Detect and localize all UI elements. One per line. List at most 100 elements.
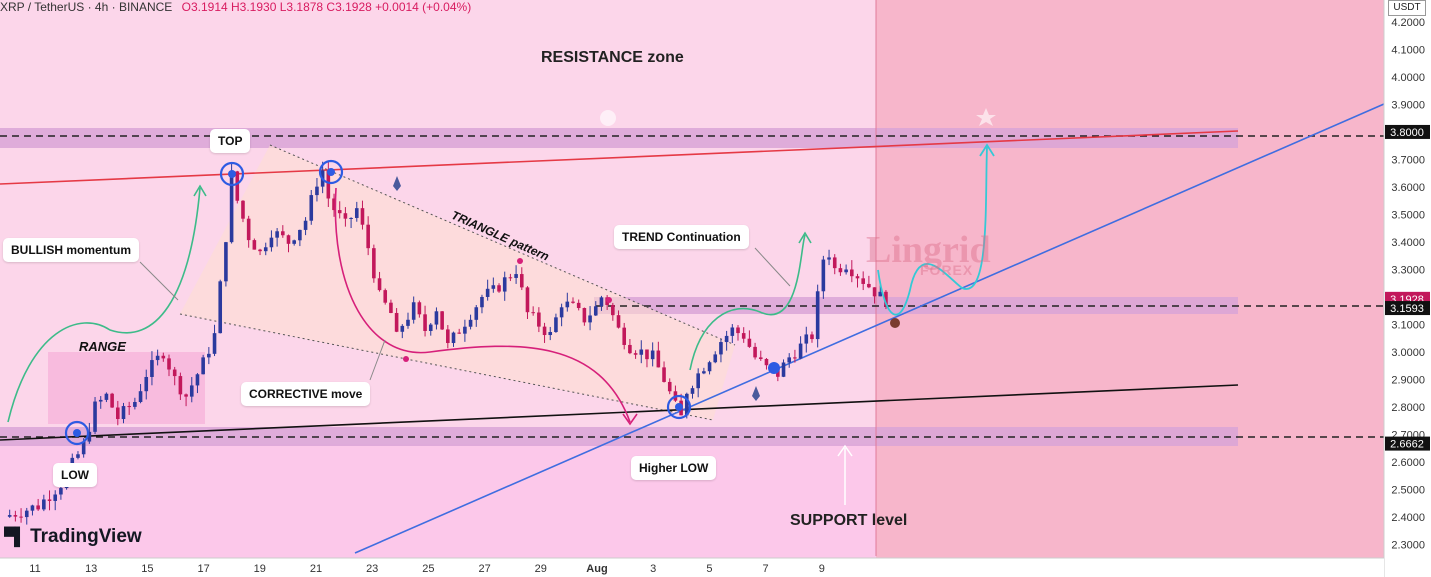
candle-body xyxy=(656,350,661,368)
corrective-move-label: CORRECTIVE move xyxy=(241,382,371,406)
candle-body xyxy=(867,283,871,288)
time-tick-label: 3 xyxy=(650,563,656,575)
candle-body xyxy=(719,342,723,355)
candle-body xyxy=(366,224,370,249)
candle-body xyxy=(554,317,558,333)
price-tick-label: 2.6000 xyxy=(1391,457,1425,469)
candle-body xyxy=(810,334,814,340)
candle-body xyxy=(463,326,467,334)
candle-body xyxy=(263,247,268,252)
candle-body xyxy=(354,208,359,218)
candle-body xyxy=(884,291,888,307)
candle-body xyxy=(155,355,160,361)
candle-body xyxy=(787,357,792,363)
candle-body xyxy=(468,319,473,327)
candle-body xyxy=(611,304,615,316)
time-tick-label: 5 xyxy=(706,563,712,575)
triangle-lower-border xyxy=(179,313,714,421)
candle-body xyxy=(702,371,706,374)
corrective-callout-pointer xyxy=(369,339,386,381)
candle-body xyxy=(172,369,177,377)
symbol-label[interactable]: XRP / TetherUS · 4h · BINANCE xyxy=(0,0,173,14)
candle-body xyxy=(804,334,809,344)
candle-body xyxy=(423,314,427,331)
candle-body xyxy=(480,296,484,308)
candle-body xyxy=(576,302,581,309)
candle-body xyxy=(764,358,769,366)
candle-body xyxy=(793,357,797,359)
candle-body xyxy=(383,290,388,303)
support-level-label: SUPPORT level xyxy=(790,512,908,529)
candle-body xyxy=(36,505,40,510)
candle-body xyxy=(741,333,746,339)
candle-body xyxy=(844,269,848,273)
time-tick-label: 15 xyxy=(141,563,153,575)
candle-body xyxy=(315,186,319,196)
candle-body xyxy=(184,394,188,397)
candle-body xyxy=(189,385,194,397)
candle-body xyxy=(138,391,143,402)
candle-body xyxy=(292,240,296,244)
candle-body xyxy=(815,291,820,340)
candle-body xyxy=(497,285,501,292)
candle-body xyxy=(349,217,353,219)
candle-body xyxy=(19,516,23,518)
price-tick-label: 2.5000 xyxy=(1391,484,1425,496)
time-tick-label: 25 xyxy=(422,563,434,575)
ohlc-readout: O3.1914 H3.1930 L3.1878 C3.1928 +0.0014 … xyxy=(181,0,472,14)
low-marker xyxy=(64,420,90,446)
bullish-momentum-curve xyxy=(7,187,201,423)
candle-body xyxy=(133,401,137,407)
trendline-touch-dot xyxy=(768,362,780,374)
candle-body xyxy=(798,343,803,359)
candle-body xyxy=(42,499,46,510)
candle-body xyxy=(275,231,279,238)
candle-body xyxy=(161,355,166,359)
tradingview-logo[interactable]: ▀▌ TradingView xyxy=(4,526,142,548)
lower-support-area xyxy=(0,444,876,560)
candle-body xyxy=(571,301,575,303)
trend-continuation-label: TREND Continuation xyxy=(614,225,749,249)
resistance-zone-label: RESISTANCE zone xyxy=(541,49,684,66)
candle-body xyxy=(690,388,695,394)
candle-body xyxy=(593,306,598,316)
time-tick-label: 17 xyxy=(197,563,209,575)
candle-body xyxy=(434,311,439,325)
candle-body xyxy=(662,367,666,382)
top-label: TOP xyxy=(210,129,251,153)
candle-body xyxy=(753,346,757,358)
candle-body xyxy=(246,218,251,241)
watermark-subtext: FOREX xyxy=(920,262,974,278)
candle-body xyxy=(207,353,211,358)
candle-body xyxy=(696,373,700,389)
candle-body xyxy=(519,274,524,288)
candle-body xyxy=(542,326,547,336)
candle-body xyxy=(81,441,86,455)
price-tick-label: 3.3000 xyxy=(1391,264,1425,276)
candle-body xyxy=(457,332,461,334)
candle-body xyxy=(229,171,234,243)
rocket-icon xyxy=(393,176,401,191)
candle-body xyxy=(400,325,405,332)
range-label: RANGE xyxy=(79,339,126,354)
corrective-arrowhead xyxy=(622,413,638,426)
candle-body xyxy=(127,406,131,408)
candle-body xyxy=(474,307,479,320)
time-tick-label: 11 xyxy=(29,563,40,575)
candle-body xyxy=(372,248,376,279)
top-marker xyxy=(219,161,245,187)
candle-body xyxy=(514,274,518,278)
price-tick-label: 2.4000 xyxy=(1391,512,1425,524)
candle-body xyxy=(144,376,149,392)
price-tick-label: 3.5000 xyxy=(1391,209,1425,221)
rocket-icon-2 xyxy=(752,386,760,401)
time-tick-label: 29 xyxy=(535,563,547,575)
candle-body xyxy=(241,200,245,219)
price-level-tag: 2.6662 xyxy=(1390,439,1424,451)
price-tick-label: 4.1000 xyxy=(1391,44,1425,56)
candle-body xyxy=(861,278,865,284)
second-top-dot xyxy=(327,168,335,176)
candle-body xyxy=(827,257,831,260)
